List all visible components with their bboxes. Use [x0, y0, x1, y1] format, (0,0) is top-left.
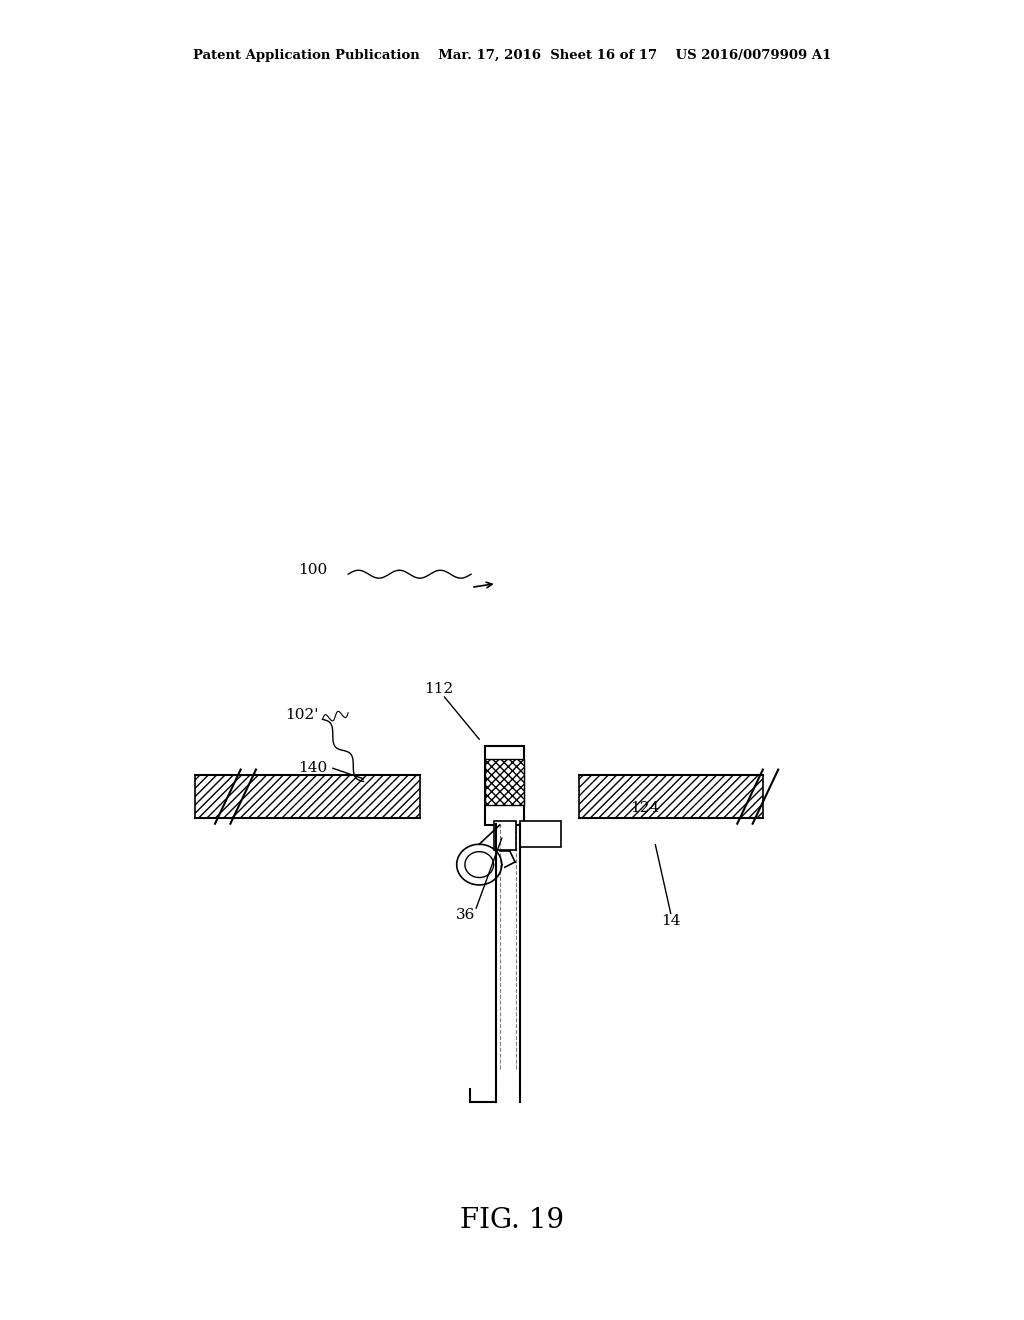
Bar: [485, 759, 524, 805]
Text: 112: 112: [424, 682, 453, 696]
Bar: [494, 821, 516, 850]
Bar: [520, 821, 561, 847]
Text: 124: 124: [630, 801, 659, 814]
Text: 140: 140: [298, 762, 327, 775]
Bar: [485, 746, 524, 825]
FancyBboxPatch shape: [195, 775, 420, 818]
Text: 100: 100: [298, 564, 327, 577]
Text: 36: 36: [457, 908, 475, 921]
Text: 102': 102': [286, 709, 318, 722]
Text: Patent Application Publication    Mar. 17, 2016  Sheet 16 of 17    US 2016/00799: Patent Application Publication Mar. 17, …: [193, 49, 831, 62]
Text: FIG. 19: FIG. 19: [460, 1208, 564, 1234]
Text: 14: 14: [660, 915, 681, 928]
FancyBboxPatch shape: [579, 775, 763, 818]
